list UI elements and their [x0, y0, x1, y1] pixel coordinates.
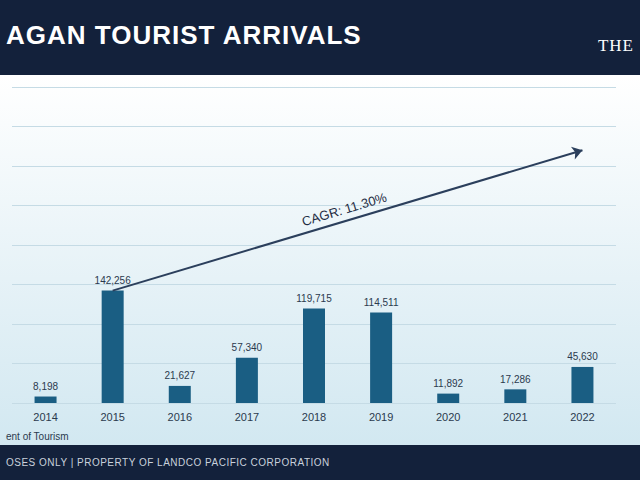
svg-text:57,340: 57,340 — [232, 342, 263, 353]
svg-text:8,198: 8,198 — [33, 381, 58, 392]
html-text:AGAN TOURIST ARRIVALS: AGAN TOURIST ARRIVALS — [6, 20, 362, 50]
html-text:OSES ONLY | PROPERTY OF LANDCO: OSES ONLY | PROPERTY OF LANDCO PACIFIC C… — [6, 457, 330, 468]
html-text:ent of Tourism: ent of Tourism — [6, 431, 69, 442]
svg-text:CAGR: 11.30%: CAGR: 11.30% — [300, 190, 389, 230]
svg-text:2016: 2016 — [168, 411, 192, 423]
svg-text:2015: 2015 — [100, 411, 124, 423]
svg-text:142,256: 142,256 — [95, 275, 132, 286]
svg-text:2017: 2017 — [235, 411, 259, 423]
svg-text:17,286: 17,286 — [500, 374, 531, 385]
svg-text:11,892: 11,892 — [433, 378, 463, 389]
svg-text:2018: 2018 — [302, 411, 326, 423]
svg-text:114,511: 114,511 — [364, 297, 399, 308]
svg-text:2021: 2021 — [503, 411, 527, 423]
svg-text:2014: 2014 — [33, 411, 57, 423]
svg-text:2022: 2022 — [570, 411, 594, 423]
svg-text:119,715: 119,715 — [296, 293, 332, 304]
svg-text:21,627: 21,627 — [164, 370, 195, 381]
html-text:THE: THE — [598, 36, 634, 55]
svg-text:45,630: 45,630 — [567, 351, 598, 362]
svg-text:2020: 2020 — [436, 411, 460, 423]
svg-text:2019: 2019 — [369, 411, 393, 423]
